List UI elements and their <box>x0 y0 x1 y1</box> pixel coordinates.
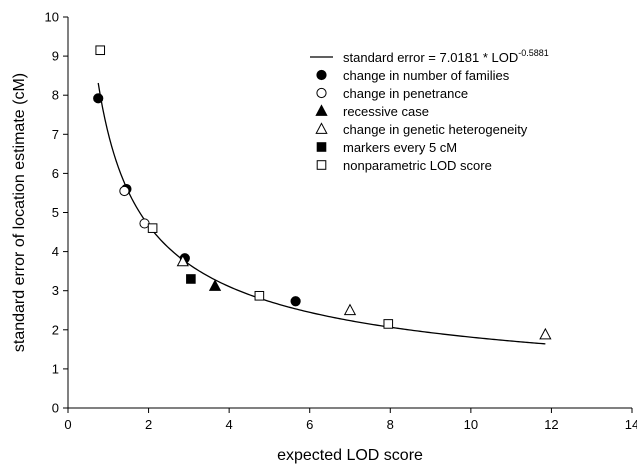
y-tick-label: 4 <box>52 244 59 259</box>
y-tick-label: 8 <box>52 88 59 103</box>
data-point <box>254 290 265 301</box>
x-tick-label: 10 <box>464 417 478 432</box>
data-point <box>93 93 104 104</box>
legend-fit-formula: standard error = 7.0181 * LOD <box>343 50 518 65</box>
data-point <box>186 274 196 284</box>
y-tick-label: 7 <box>52 127 59 142</box>
data-point <box>139 218 150 229</box>
data-point <box>176 254 189 267</box>
y-tick-label: 2 <box>52 322 59 337</box>
y-tick-label: 1 <box>52 361 59 376</box>
legend-marker <box>316 142 327 152</box>
legend-marker <box>315 104 328 116</box>
x-tick-label: 8 <box>387 417 394 432</box>
y-tick-label: 3 <box>52 283 59 298</box>
legend-entry-label: markers every 5 cM <box>343 140 457 155</box>
x-tick-label: 4 <box>226 417 233 432</box>
legend-entry-label: nonparametric LOD score <box>343 158 492 173</box>
y-tick-label: 0 <box>52 401 59 416</box>
x-tick-label: 14 <box>625 417 637 432</box>
data-point <box>343 303 357 316</box>
legend-entry-label: change in genetic heterogeneity <box>343 122 528 137</box>
legend-marker <box>316 87 327 99</box>
legend-entry-label: recessive case <box>343 104 429 119</box>
x-tick-label: 12 <box>544 417 558 432</box>
x-tick-label: 6 <box>306 417 313 432</box>
data-points <box>93 45 552 340</box>
legend-fit-exponent: -0.5881 <box>518 48 549 58</box>
x-axis-label: expected LOD score <box>277 447 423 464</box>
legend-entry-label: change in number of families <box>343 68 510 83</box>
data-point <box>147 223 158 233</box>
legend-marker <box>316 160 327 170</box>
data-point <box>95 45 106 56</box>
y-axis-label: standard error of location estimate (cM) <box>11 73 28 352</box>
legend-marker <box>315 122 328 134</box>
x-tick-label: 2 <box>145 417 152 432</box>
data-point <box>208 279 222 291</box>
y-tick-label: 9 <box>52 49 59 64</box>
y-tick-label: 5 <box>52 205 59 220</box>
y-tick-label: 10 <box>45 10 59 25</box>
legend-fit-label: standard error = 7.0181 * LOD-0.5881 <box>343 48 549 65</box>
legend: standard error = 7.0181 * LOD-0.5881 cha… <box>310 48 549 173</box>
data-point <box>119 185 130 197</box>
x-tick-label: 0 <box>64 417 71 432</box>
y-tick-label: 6 <box>52 166 59 181</box>
data-point <box>290 296 301 307</box>
data-point <box>383 319 394 329</box>
fit-curve <box>97 82 546 345</box>
data-point <box>539 327 552 340</box>
legend-marker <box>316 69 327 81</box>
legend-entry-label: change in penetrance <box>343 86 468 101</box>
